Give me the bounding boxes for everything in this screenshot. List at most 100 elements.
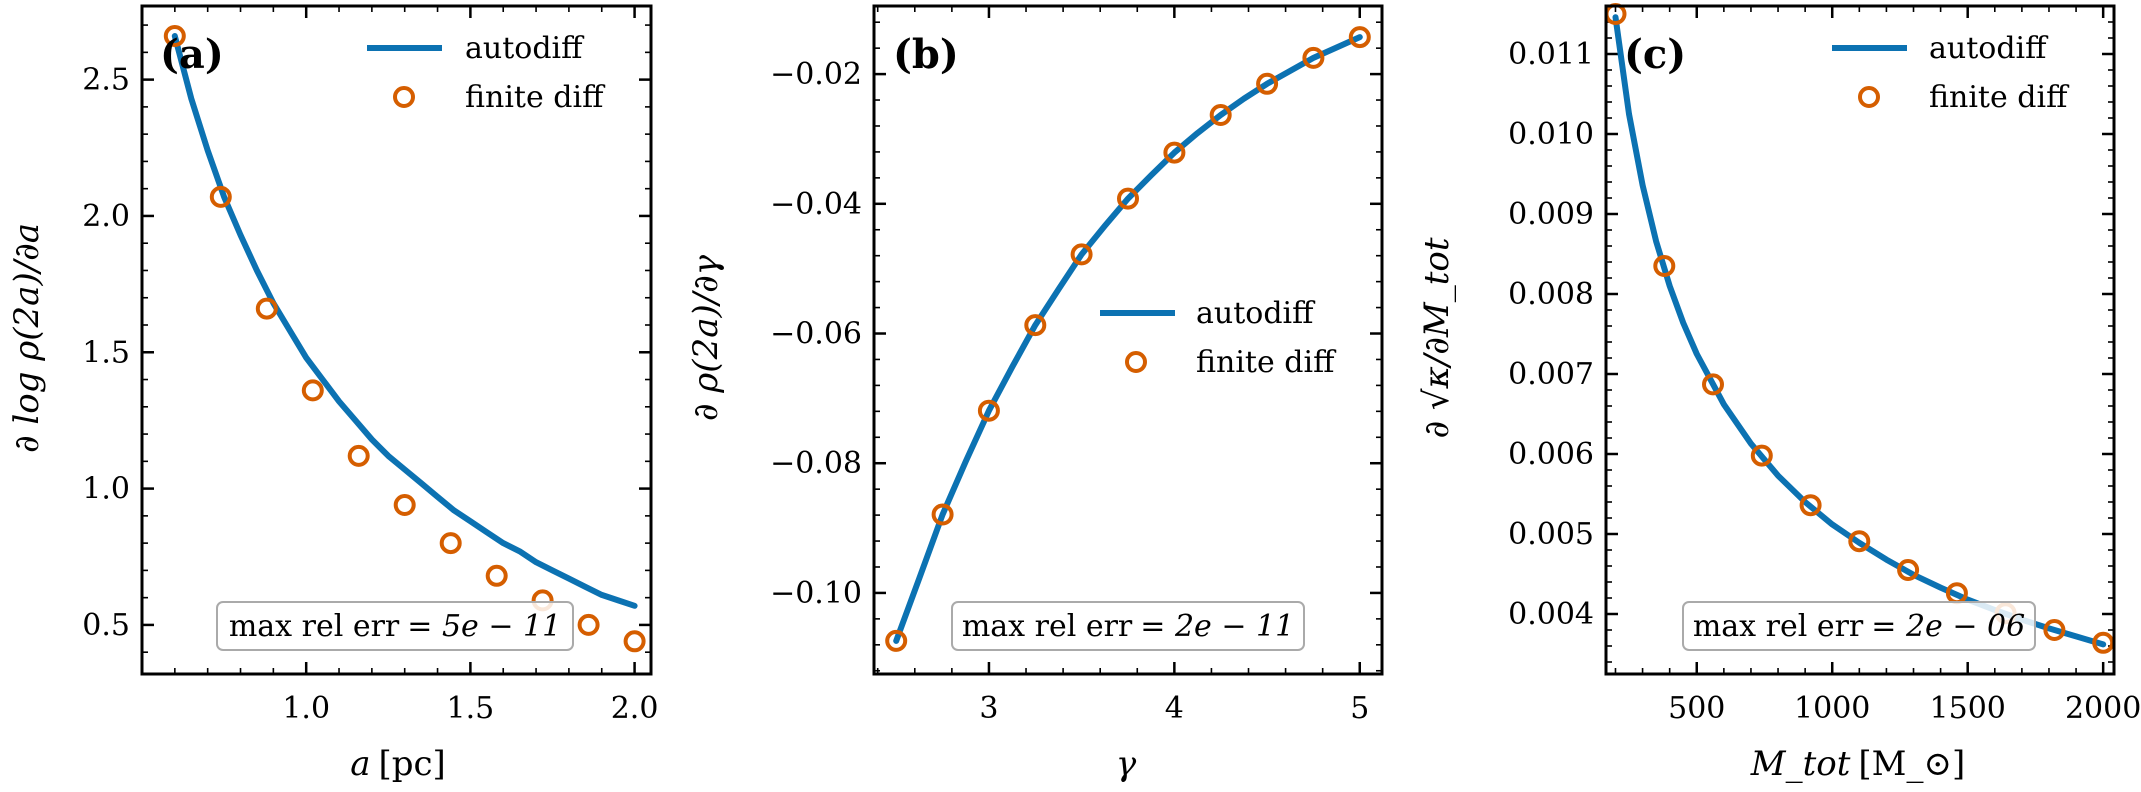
- finite-diff-point: [209, 185, 232, 208]
- major-ticks: [1606, 6, 2114, 674]
- plot-frame: [140, 4, 653, 676]
- y-tick-label: −0.10: [770, 576, 862, 611]
- finite-diff-point: [931, 503, 954, 526]
- legend-autodiff-label: autodiff: [1196, 296, 1316, 331]
- y-tick-label: 1.0: [82, 472, 130, 507]
- legend-autodiff-label: autodiff: [465, 31, 585, 66]
- x-axis-label: γ: [1116, 744, 1137, 784]
- y-tick-label: 0.008: [1508, 277, 1594, 312]
- y-tick-labels: 0.004 0.005 0.006 0.007 0.008 0.009 0.010 0.011: [1508, 37, 1594, 632]
- legend-finite-diff-label: finite diff: [465, 80, 606, 115]
- error-annotation: max rel err = 2e − 11: [951, 601, 1305, 651]
- finite-diff-point: [1117, 187, 1139, 210]
- finite-diff-point: [2092, 631, 2115, 654]
- legend-finite-diff-label: finite diff: [1196, 345, 1337, 380]
- error-annotation: max rel err = 5e − 11: [216, 601, 574, 651]
- y-tick-label: 2.0: [82, 199, 130, 234]
- x-axis-label: M_tot [M_⊙]: [1750, 744, 1965, 784]
- error-annotation-box: [1682, 601, 2036, 651]
- x-tick-label: 1.0: [282, 691, 330, 726]
- finite-diff-point: [1348, 26, 1371, 49]
- finite-diff-point: [1750, 444, 1773, 467]
- finite-diff-point: [255, 297, 278, 320]
- finite-diff-point: [1163, 141, 1186, 164]
- legend-finite-diff-swatch: [1858, 86, 1880, 108]
- finite-diff-point: [1256, 72, 1279, 95]
- finite-diff-point: [393, 494, 416, 516]
- x-tick-label: 2000: [2065, 691, 2141, 726]
- finite-diff-markers: [163, 25, 646, 653]
- finite-diff-point: [1653, 255, 1676, 277]
- legend-finite-diff-swatch: [1125, 351, 1147, 373]
- error-annotation-text: max rel err = 2e − 06: [1693, 609, 2025, 644]
- legend: autodiff finite diff: [1832, 31, 2070, 115]
- y-tick-label: −0.08: [770, 446, 862, 481]
- plot-frame: [1604, 4, 2116, 676]
- legend-finite-diff-label: finite diff: [1929, 80, 2070, 115]
- y-tick-label: 0.010: [1508, 117, 1594, 152]
- y-axis-label: ∂ ρ(2a)/∂γ: [686, 254, 726, 421]
- y-tick-label: 0.006: [1508, 437, 1594, 472]
- finite-diff-markers: [885, 26, 1371, 652]
- finite-diff-point: [2043, 619, 2066, 641]
- finite-diff-point: [977, 399, 1000, 422]
- x-tick-label: 3: [979, 691, 998, 726]
- x-tick-label: 500: [1668, 691, 1725, 726]
- x-tick-label: 4: [1165, 691, 1184, 726]
- panel-a: 1.0 1.5 2.0 0.5 1.0 1.5 2.0 2.5 (a) autodiff f…: [7, 4, 658, 784]
- x-tick-label: 1.5: [447, 691, 495, 726]
- autodiff-curve: [893, 34, 1363, 644]
- panel-label: (b): [893, 31, 959, 78]
- y-tick-labels: 0.5 1.0 1.5 2.0 2.5: [82, 63, 130, 643]
- legend-autodiff-label: autodiff: [1929, 31, 2049, 66]
- y-tick-label: 0.007: [1508, 357, 1594, 392]
- finite-diff-point: [1209, 104, 1232, 126]
- y-tick-label: 0.005: [1508, 517, 1594, 552]
- panel-label: (c): [1624, 31, 1686, 78]
- finite-diff-point: [1897, 559, 1920, 581]
- error-annotation-box: [216, 601, 574, 651]
- finite-diff-point: [439, 532, 462, 555]
- finite-diff-point: [301, 379, 324, 402]
- legend: autodiff finite diff: [367, 31, 606, 115]
- finite-diff-point: [485, 564, 508, 587]
- y-tick-label: 1.5: [82, 335, 130, 370]
- x-tick-label: 2.0: [611, 691, 659, 726]
- y-tick-labels: −0.10 −0.08 −0.06 −0.04 −0.02: [770, 57, 862, 611]
- finite-diff-point: [885, 629, 908, 652]
- error-annotation-box: [951, 601, 1305, 651]
- y-tick-label: −0.06: [770, 317, 862, 352]
- error-annotation: max rel err = 2e − 06: [1682, 601, 2036, 651]
- y-axis-label: ∂ log ρ(2a)/∂a: [7, 223, 47, 453]
- x-tick-label: 5: [1350, 691, 1369, 726]
- finite-diff-point: [1702, 373, 1724, 396]
- y-tick-label: 0.011: [1508, 37, 1594, 72]
- panel-c: 500 1000 1500 2000 0.0040.0050.0060.0070.00…: [1417, 3, 2141, 784]
- finite-diff-point: [1848, 530, 1871, 553]
- y-tick-label: 0.009: [1508, 197, 1594, 232]
- finite-diff-point: [163, 25, 186, 47]
- y-tick-label: 0.5: [82, 608, 130, 643]
- x-tick-labels: 3 4 5: [979, 691, 1369, 726]
- y-axis-label: ∂ √κ/∂M_tot: [1417, 237, 1457, 438]
- finite-diff-point: [623, 630, 646, 653]
- x-tick-label: 1000: [1794, 691, 1870, 726]
- x-tick-labels: 1.0 1.5 2.0: [282, 691, 658, 726]
- finite-diff-point: [1799, 494, 1822, 517]
- y-tick-label: −0.04: [770, 187, 862, 222]
- x-axis-label: a [pc]: [350, 744, 446, 784]
- x-tick-labels: 500 1000 1500 2000: [1668, 691, 2141, 726]
- x-tick-label: 1500: [1930, 691, 2006, 726]
- panel-b: 3 4 5 −0.10 −0.08 −0.06 −0.04 −0.02 (b) autodi…: [686, 4, 1384, 784]
- panel-label: (a): [160, 31, 224, 78]
- finite-diff-point: [577, 613, 600, 636]
- plot-frame: [872, 4, 1384, 676]
- major-ticks: [142, 6, 651, 674]
- legend-finite-diff-swatch: [393, 86, 415, 108]
- finite-diff-point: [1070, 243, 1093, 266]
- error-annotation-text: max rel err = 2e − 11: [962, 609, 1294, 644]
- error-annotation-text: max rel err = 5e − 11: [229, 609, 561, 644]
- y-tick-label: 2.5: [82, 63, 130, 98]
- autodiff-curve: [171, 33, 638, 609]
